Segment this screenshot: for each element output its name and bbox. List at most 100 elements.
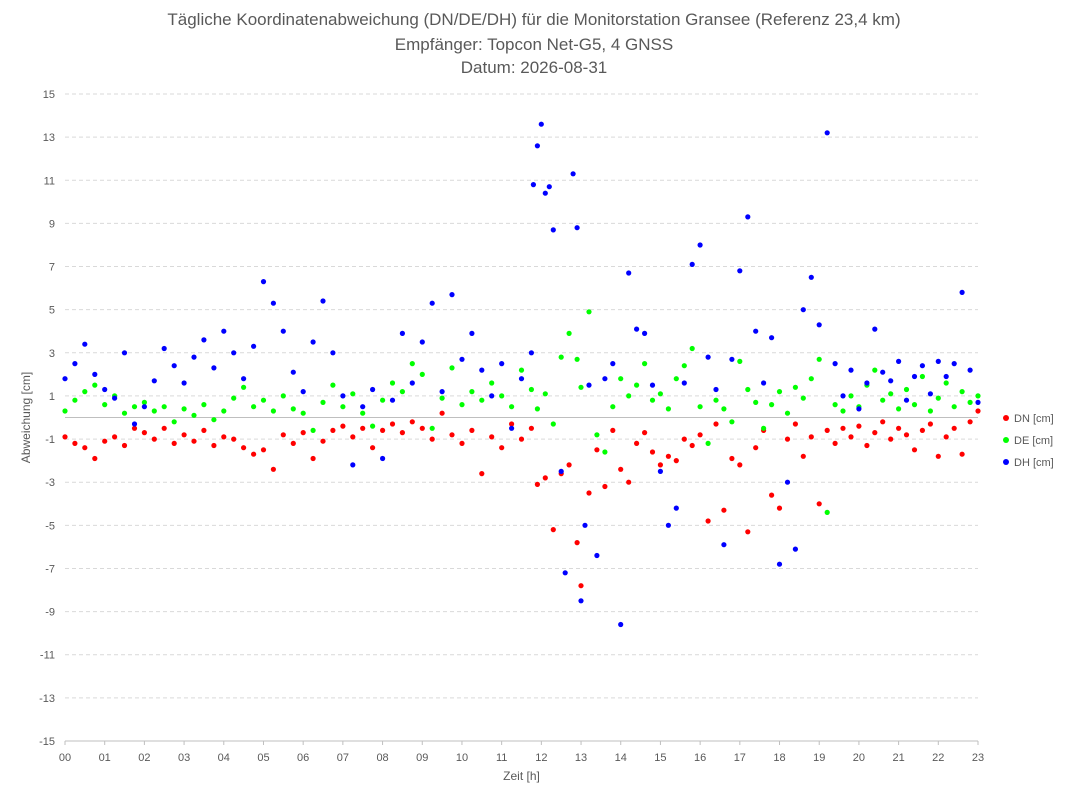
data-point-dh <box>951 361 957 367</box>
x-tick-label: 21 <box>892 752 904 764</box>
data-point-de <box>959 389 965 395</box>
data-point-de <box>499 393 505 399</box>
data-point-dh <box>840 393 846 399</box>
data-point-de <box>872 367 878 373</box>
data-point-de <box>221 408 227 414</box>
data-point-dn <box>310 455 316 462</box>
data-point-dh <box>856 406 862 412</box>
x-tick-label: 19 <box>813 752 825 764</box>
y-tick-label: 5 <box>49 305 55 317</box>
data-point-de <box>776 389 783 395</box>
data-point-dh <box>330 350 336 356</box>
data-point-dh <box>919 363 926 369</box>
data-point-dh <box>570 171 576 177</box>
data-point-dn <box>479 471 485 477</box>
data-point-dh <box>62 376 68 382</box>
data-point-dn <box>131 425 138 431</box>
data-point-de <box>832 402 838 408</box>
data-point-de <box>574 356 580 362</box>
data-point-dh <box>300 389 306 395</box>
data-point-de <box>896 406 902 412</box>
data-point-de <box>673 376 679 382</box>
chart-title: Tägliche Koordinatenabweichung (DN/DE/DH… <box>167 10 901 29</box>
data-point-dh <box>538 121 544 127</box>
data-point-de <box>649 397 656 403</box>
data-point-dh <box>816 322 822 328</box>
data-point-dn <box>181 432 187 438</box>
data-point-de <box>429 425 435 431</box>
data-point-dn <box>409 419 415 425</box>
data-point-dh <box>550 227 556 233</box>
data-point-dh <box>191 354 197 360</box>
data-point-dn <box>489 434 495 440</box>
chart-subtitle-date: Datum: 2026-08-31 <box>460 58 608 77</box>
data-point-dn <box>618 466 624 472</box>
data-point-dh <box>320 298 326 304</box>
data-point-de <box>697 404 703 410</box>
data-point-de <box>350 391 356 397</box>
data-point-de <box>681 363 687 369</box>
legend-marker-de <box>1003 437 1009 443</box>
data-point-de <box>602 449 608 455</box>
y-tick-label: 3 <box>49 348 55 360</box>
data-point-dn <box>201 427 207 433</box>
y-tick-label: -15 <box>39 736 55 748</box>
data-point-de <box>171 419 177 425</box>
data-point-dh <box>578 598 584 604</box>
data-point-de <box>82 389 88 395</box>
data-point-dh <box>689 261 695 267</box>
data-point-de <box>753 399 759 405</box>
data-point-dh <box>92 371 98 377</box>
x-tick-label: 06 <box>297 752 309 764</box>
data-point-dn <box>919 427 926 433</box>
data-point-dh <box>82 341 88 347</box>
data-point-dn <box>360 425 366 431</box>
data-point-dh <box>705 354 711 360</box>
data-point-de <box>792 384 799 390</box>
data-point-dn <box>171 440 177 446</box>
data-point-de <box>330 382 336 388</box>
data-point-de <box>634 382 640 388</box>
data-point-dh <box>201 337 207 343</box>
data-point-dh <box>270 300 276 306</box>
data-point-dh <box>181 380 187 386</box>
data-point-dn <box>112 434 118 440</box>
x-tick-label: 20 <box>853 752 865 764</box>
data-point-dh <box>610 361 616 367</box>
data-point-dh <box>792 546 799 552</box>
x-tick-label: 09 <box>416 752 428 764</box>
data-point-dn <box>340 423 346 429</box>
data-point-de <box>419 371 425 377</box>
data-point-de <box>824 509 830 515</box>
data-point-dh <box>697 242 703 248</box>
data-point-dh <box>808 274 814 280</box>
data-point-dh <box>959 289 965 295</box>
data-point-dn <box>459 440 465 446</box>
data-point-dh <box>761 380 767 386</box>
data-point-de <box>270 408 276 414</box>
data-point-dh <box>290 369 296 375</box>
data-point-de <box>800 395 806 401</box>
y-tick-label: -5 <box>45 520 55 532</box>
data-point-dn <box>673 458 679 464</box>
data-point-de <box>121 410 128 416</box>
data-point-dh <box>574 225 580 231</box>
chart-subtitle-receiver: Empfänger: Topcon Net-G5, 4 GNSS <box>394 35 674 54</box>
x-tick-label: 05 <box>257 752 269 764</box>
data-point-de <box>761 425 767 431</box>
data-point-dn <box>528 425 535 431</box>
data-point-dh <box>776 561 783 567</box>
data-point-de <box>201 402 207 408</box>
x-tick-label: 07 <box>337 752 349 764</box>
data-point-dh <box>927 391 934 397</box>
data-point-dh <box>260 279 267 285</box>
data-point-dn <box>469 427 475 433</box>
data-point-dh <box>769 335 775 341</box>
data-point-de <box>888 391 894 397</box>
data-point-dn <box>808 434 814 440</box>
data-point-de <box>340 404 346 410</box>
y-tick-label: 11 <box>44 175 55 187</box>
data-point-dn <box>737 462 743 468</box>
data-point-de <box>808 376 814 382</box>
